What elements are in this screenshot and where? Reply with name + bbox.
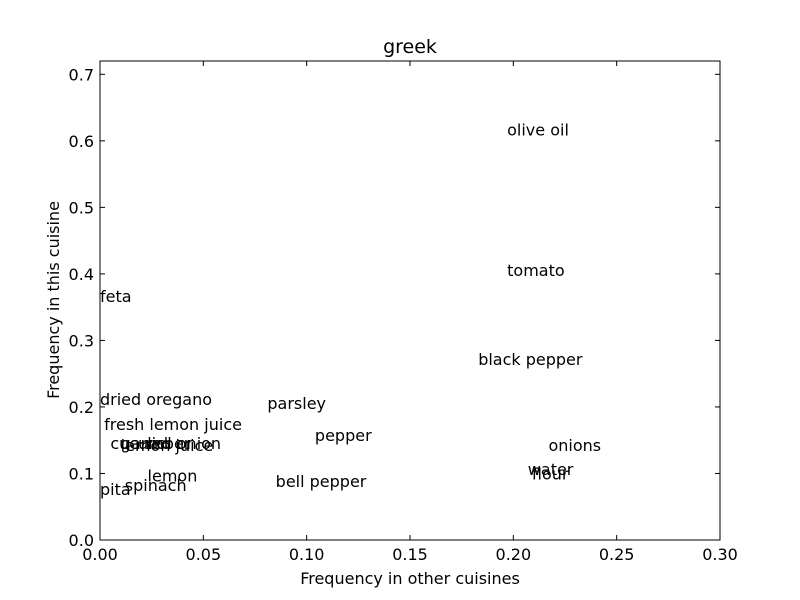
x-tick-label: 0.20 [496,545,532,564]
y-tick-label: 0.4 [69,265,94,284]
x-tick-label: 0.00 [82,545,118,564]
point-label: bell pepper [276,472,367,491]
point-label: tomato [507,261,565,280]
x-tick-label: 0.15 [392,545,428,564]
x-tick-label: 0.25 [599,545,635,564]
x-tick-label: 0.05 [186,545,222,564]
y-axis-label: Frequency in this cuisine [44,201,63,399]
x-axis-label: Frequency in other cuisines [300,569,520,588]
point-label: red onion [145,434,221,453]
y-tick-label: 0.3 [69,331,94,350]
point-label: olive oil [507,121,569,140]
point-label: spinach [125,476,187,495]
point-label: fresh lemon juice [104,415,242,434]
y-tick-label: 0.6 [69,132,94,151]
x-axis-ticks: 0.00 0.05 0.10 0.15 0.20 0.25 0.30 [82,61,738,564]
y-axis-ticks: 0.0 0.1 0.2 0.3 0.4 0.5 0.6 0.7 [69,65,720,550]
point-label: lemon juice [121,436,214,455]
y-tick-label: 0.0 [69,531,94,550]
point-label: pita [100,480,131,499]
point-label: cucumber [110,434,190,453]
point-label: lemon [148,466,198,485]
point-label: water [528,460,574,479]
point-label: black pepper [478,350,583,369]
y-tick-label: 0.7 [69,65,94,84]
point-label: flour [532,464,569,483]
x-tick-label: 0.10 [289,545,325,564]
x-tick-label: 0.30 [702,545,738,564]
y-tick-label: 0.5 [69,198,94,217]
chart-title: greek [383,36,437,58]
y-tick-label: 0.2 [69,398,94,417]
point-label: dried oregano [100,390,212,409]
y-tick-label: 0.1 [69,464,94,483]
plot-area [99,60,721,541]
point-label: parsley [267,394,326,413]
point-label: feta [100,287,132,306]
data-labels: olive oil tomato feta black pepper dried ore… [100,121,601,499]
point-label: onions [548,436,601,455]
point-label: pepper [315,426,372,445]
point-label: garlic [121,434,165,453]
